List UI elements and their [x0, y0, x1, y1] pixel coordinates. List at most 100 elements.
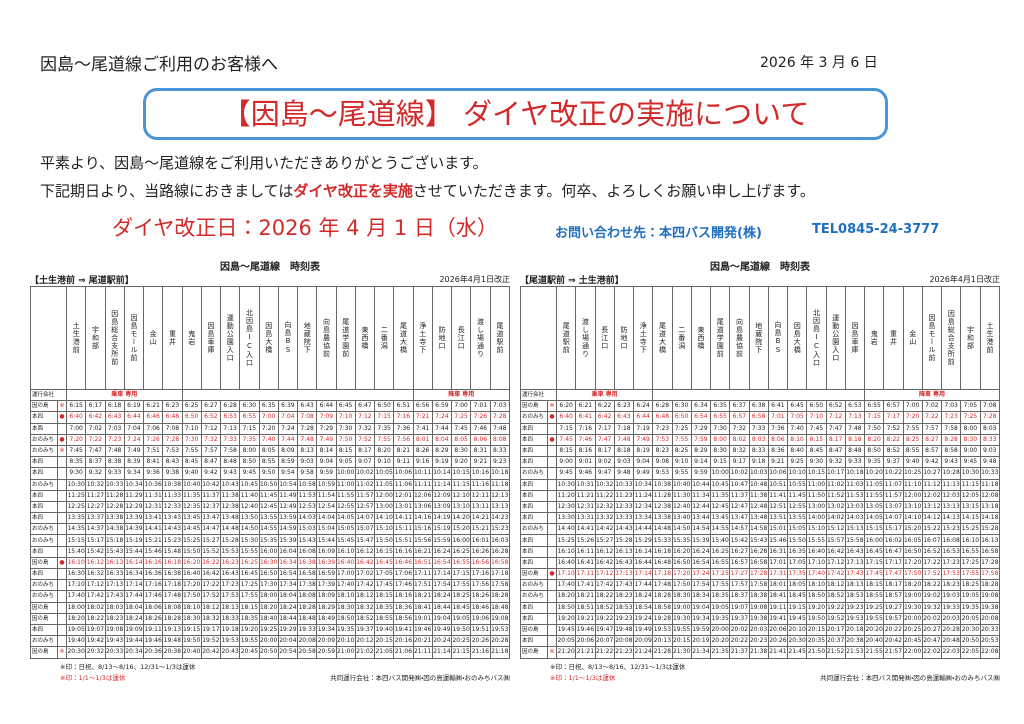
- time-cell: 8:15: [555, 444, 577, 458]
- time-cell: 18:28: [489, 590, 510, 603]
- time-cell: 14:48: [652, 523, 673, 536]
- time-cell: 19:41: [393, 623, 414, 637]
- time-cell: 7:30: [181, 433, 202, 446]
- trip-row: 因の島 ※ 20:30 20:32 20:33 20:34 20:36 20:38 20:40 2…: [30, 646, 510, 659]
- time-cell: 16:12: [85, 556, 106, 570]
- time-cell: 6:44: [123, 411, 145, 424]
- time-cell: 18:22: [921, 579, 943, 592]
- time-cell: 19:37: [729, 612, 750, 625]
- time-cell: 12:28: [104, 500, 125, 514]
- time-cell: 17:40: [65, 590, 87, 603]
- time-cell: 21:30: [671, 646, 692, 659]
- mark: [547, 489, 557, 502]
- time-cell: 15:28: [613, 534, 635, 547]
- time-cell: 19:59: [690, 623, 712, 637]
- time-cell: 17:40: [335, 579, 356, 592]
- time-cell: 18:12: [825, 579, 846, 592]
- stop-name: 尾道学園前: [335, 286, 356, 390]
- time-cell: 12:32: [594, 500, 615, 514]
- time-cell: 7:00: [450, 400, 472, 413]
- time-cell: 15:43: [748, 534, 769, 547]
- time-cell: 7:15: [555, 422, 577, 435]
- time-cell: 8:33: [489, 444, 510, 458]
- time-cell: 16:43: [613, 556, 635, 570]
- time-cell: 14:38: [104, 523, 125, 536]
- time-cell: 8:29: [431, 444, 453, 458]
- time-cell: 19:33: [940, 601, 962, 614]
- time-cell: 20:50: [960, 635, 981, 648]
- time-cell: 8:20: [863, 433, 885, 446]
- time-cell: 19:11: [142, 623, 164, 637]
- time-cell: 10:47: [729, 478, 750, 491]
- time-cell: 21:53: [844, 646, 866, 659]
- time-cell: 13:02: [825, 500, 846, 514]
- time-cell: 17:24: [690, 567, 712, 581]
- time-cell: 6:43: [613, 411, 635, 424]
- time-cell: 11:49: [277, 489, 299, 502]
- time-cell: 20:30: [960, 623, 981, 637]
- time-cell: 9:18: [748, 456, 769, 469]
- time-cell: 11:45: [258, 489, 279, 502]
- time-cell: 19:46: [142, 635, 164, 648]
- time-cell: 8:08: [489, 433, 510, 446]
- time-cell: 12:45: [709, 500, 731, 514]
- time-cell: 17:42: [85, 590, 106, 603]
- time-cell: 18:44: [277, 612, 299, 625]
- time-cell: 10:30: [555, 478, 577, 491]
- time-cell: 15:07: [354, 523, 376, 536]
- time-cell: 20:43: [219, 646, 241, 659]
- time-cell: 11:23: [613, 489, 635, 502]
- time-cell: 9:38: [162, 467, 183, 480]
- contact: お問い合わせ先：本四バス開発(株): [555, 226, 762, 241]
- time-cell: 8:19: [632, 444, 654, 458]
- time-cell: 10:43: [219, 478, 241, 491]
- stop-name: 向島農協前: [316, 286, 337, 390]
- time-cell: 12:38: [219, 500, 241, 514]
- stop-name: 鬼岩: [863, 286, 885, 390]
- time-cell: 7:00: [65, 422, 87, 435]
- time-cell: 13:06: [412, 500, 433, 514]
- time-cell: 18:00: [258, 590, 279, 603]
- time-cell: 9:15: [709, 456, 731, 469]
- time-cell: 17:16: [142, 579, 164, 592]
- time-cell: 10:02: [354, 467, 376, 480]
- time-cell: 18:38: [748, 590, 769, 603]
- time-cell: 13:40: [671, 512, 692, 525]
- time-cell: 19:53: [652, 623, 673, 637]
- trip-row: 本四 20:05 20:06 20:07 20:08 20:09 20:13 20:15 20:…: [520, 635, 1000, 648]
- time-cell: 17:52: [921, 567, 943, 581]
- time-cell: 21:37: [729, 646, 750, 659]
- time-cell: 8:37: [85, 456, 106, 469]
- time-cell: 8:45: [806, 444, 827, 458]
- time-cell: 12:03: [940, 489, 962, 502]
- operator: 本四: [520, 422, 548, 435]
- time-cell: 12:31: [142, 500, 164, 514]
- time-cell: 7:22: [85, 433, 106, 446]
- operators-note: 共同運行会社：本四バス開発㈱・因の島運輸㈱・おのみちバス㈱: [820, 673, 1000, 682]
- notice-line: 下記期日より、当路線におきましてはダイヤ改正を実施させていただきます。何卒、よろ…: [40, 180, 815, 201]
- mark: [57, 545, 67, 558]
- time-cell: 7:21: [412, 411, 433, 424]
- text: させていただきます。何卒、よろしくお願い申し上げます。: [412, 182, 815, 200]
- time-cell: 19:30: [671, 612, 692, 625]
- time-cell: 7:26: [470, 411, 491, 424]
- tel: TEL0845-24-3777: [812, 222, 940, 237]
- time-cell: 15:58: [844, 534, 866, 547]
- time-cell: 16:11: [575, 545, 596, 558]
- time-cell: 21:20: [555, 646, 577, 659]
- time-cell: 15:46: [142, 545, 164, 558]
- time-cell: 16:24: [690, 545, 712, 558]
- time-cell: 7:04: [123, 422, 145, 435]
- time-cell: 11:20: [555, 489, 577, 502]
- time-cell: 14:11: [393, 512, 414, 525]
- time-cell: 7:45: [555, 433, 577, 446]
- time-cell: 9:32: [85, 467, 106, 480]
- time-cell: 20:12: [354, 635, 376, 648]
- time-cell: 10:10: [786, 467, 808, 480]
- time-cell: 17:55: [960, 567, 981, 581]
- time-cell: 20:58: [296, 646, 318, 659]
- time-cell: 18:13: [844, 579, 866, 592]
- time-cell: 7:24: [431, 411, 453, 424]
- time-cell: 6:41: [575, 411, 596, 424]
- time-cell: 21:05: [373, 646, 395, 659]
